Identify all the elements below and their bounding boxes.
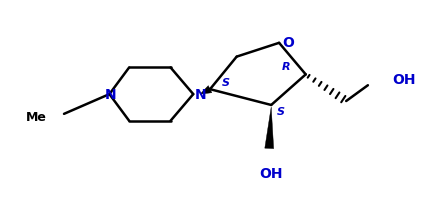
Text: S: S (277, 106, 285, 116)
Text: R: R (282, 61, 290, 71)
Polygon shape (200, 86, 212, 95)
Text: OH: OH (393, 73, 416, 87)
Text: N: N (195, 88, 207, 102)
Text: O: O (282, 36, 294, 50)
Text: OH: OH (259, 166, 283, 180)
Text: N: N (105, 88, 116, 102)
Polygon shape (265, 107, 274, 149)
Text: S: S (222, 78, 230, 88)
Text: Me: Me (26, 111, 47, 124)
